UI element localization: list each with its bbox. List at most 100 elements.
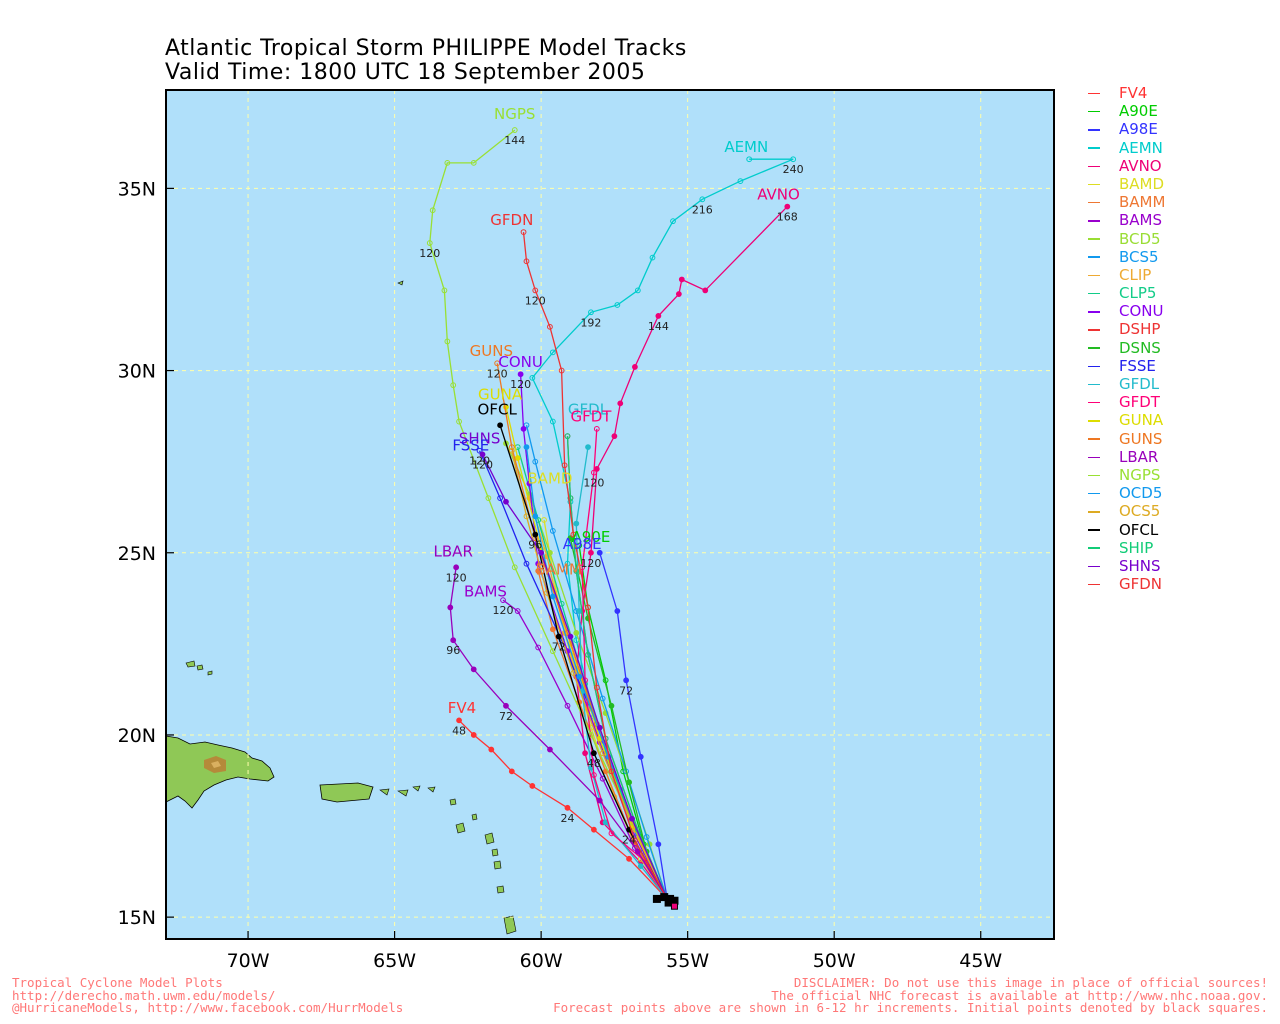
forecast-hour-label: 120	[487, 367, 508, 380]
forecast-point-dsns	[608, 702, 615, 709]
legend-label: AVNO	[1119, 156, 1162, 175]
forecast-point-aemn	[649, 254, 656, 261]
forecast-point-gfdn	[547, 323, 553, 330]
y-tick-label: 35N	[118, 178, 156, 200]
forecast-point-gfdl	[576, 608, 583, 614]
lesser-antilles-islands	[449, 798, 517, 935]
y-tick-label: 15N	[118, 907, 156, 929]
legend-swatch	[1088, 274, 1100, 277]
forecast-point-ngps	[456, 418, 462, 425]
track-end-label-a90e: A90E	[572, 528, 611, 546]
forecast-point-gfdn	[561, 462, 568, 469]
legend-item-gfdt: GFDT	[1088, 393, 1268, 411]
forecast-point-ngps	[426, 240, 433, 246]
forecast-point-ship	[567, 495, 574, 502]
forecast-point-a98e	[614, 608, 621, 614]
legend-label: SHIP	[1119, 538, 1154, 557]
forecast-point-ofcl	[555, 633, 562, 640]
legend-swatch	[1088, 92, 1100, 95]
legend-label: GFDL	[1119, 375, 1160, 393]
forecast-point-aemn	[549, 418, 556, 425]
forecast-point-bams	[564, 702, 571, 709]
track-ship	[566, 436, 668, 900]
forecast-point-bams	[535, 644, 542, 651]
forecast-point-lbar	[453, 564, 460, 571]
forecast-point-bcs5	[549, 527, 556, 534]
forecast-hour-label: 72	[552, 641, 566, 654]
initial-position-square	[670, 896, 679, 905]
legend-swatch	[1088, 420, 1100, 422]
legend-item-dshp: DSHP	[1088, 320, 1268, 338]
forecast-point-lbar	[503, 702, 509, 709]
legend-swatch	[1088, 474, 1100, 477]
forecast-point-avno	[632, 364, 638, 370]
forecast-point-ship	[564, 433, 571, 440]
legend-swatch	[1088, 456, 1100, 458]
track-end-label-fsse: FSSE	[452, 437, 489, 455]
forecast-point-ngps	[444, 338, 451, 345]
initial-position-square	[652, 894, 661, 903]
legend-item-gfdn: GFDN	[1088, 575, 1268, 593]
footer-left-line-1: Tropical Cyclone Model Plots	[12, 975, 223, 990]
track-end-label-gfdl: GFDL	[568, 400, 609, 418]
forecast-point-gfdn	[608, 768, 615, 775]
legend-label: GFDT	[1119, 393, 1160, 412]
legend-item-bamm: BAMM	[1088, 193, 1268, 211]
forecast-point-ngps	[511, 564, 518, 571]
legend-label: BAMM	[1119, 193, 1166, 212]
legend-label: GUNS	[1119, 429, 1163, 448]
legend-swatch	[1088, 529, 1100, 531]
forecast-point-shns	[629, 815, 635, 822]
legend-label: OFCL	[1119, 520, 1159, 539]
legend-item-guns: GUNS	[1088, 430, 1268, 448]
forecast-point-gfdn	[523, 258, 530, 265]
legend-swatch	[1088, 147, 1100, 149]
legend-swatch	[1088, 511, 1100, 513]
initial-position-square	[670, 902, 678, 910]
legend-swatch	[1088, 165, 1100, 167]
legend-item-avno: AVNO	[1088, 157, 1268, 175]
forecast-point-avno	[784, 203, 791, 210]
forecast-hour-label: 120	[419, 247, 440, 260]
track-end-label-shns: SHNS	[459, 429, 501, 447]
forecast-point-bamd	[541, 517, 547, 523]
forecast-point-gfdn	[570, 531, 577, 538]
forecast-point-lbar	[470, 666, 477, 673]
legend-item-conu: CONU	[1088, 302, 1268, 320]
forecast-point-avno	[702, 287, 709, 294]
x-tick-label: 70W	[227, 950, 270, 972]
track-end-label-fv4: FV4	[448, 699, 476, 717]
track-end-label-guna: GUNA	[478, 386, 523, 404]
track-end-label-gfdt: GFDT	[570, 408, 612, 426]
forecast-point-gfdt	[593, 425, 600, 432]
forecast-point-avno	[678, 276, 685, 283]
virgin-islands	[379, 785, 436, 797]
footer-left-line-3: @HurricaneModels, http://www.facebook.co…	[12, 1000, 404, 1015]
track-end-label-guns: GUNS	[470, 342, 513, 360]
legend-swatch	[1088, 347, 1100, 349]
forecast-point-fv4	[456, 717, 462, 724]
forecast-point-bcs5	[523, 422, 530, 429]
bahamas-islands	[185, 280, 404, 676]
forecast-point-bamm	[549, 626, 556, 633]
legend-label: LBAR	[1119, 447, 1159, 466]
forecast-point-guna	[514, 455, 521, 461]
forecast-hour-label: 168	[777, 211, 798, 224]
footer-right-line-3: Forecast points above are shown in 6-12 …	[553, 1000, 1268, 1015]
legend-swatch	[1088, 183, 1100, 186]
legend-item-bcd5: BCD5	[1088, 230, 1268, 248]
legend-item-lbar: LBAR	[1088, 448, 1268, 466]
x-tick-label: 50W	[813, 950, 856, 972]
legend-item-ocd5: OCD5	[1088, 484, 1268, 502]
forecast-point-a98e	[596, 549, 603, 556]
track-end-label-ofcl: OFCL	[478, 400, 518, 418]
forecast-point-bcs5	[643, 834, 650, 840]
legend-item-ngps: NGPS	[1088, 466, 1268, 484]
chart-title: Atlantic Tropical Storm PHILIPPE Model T…	[165, 36, 687, 61]
legend-item-fv4: FV4	[1088, 84, 1268, 102]
legend-item-shns: SHNS	[1088, 557, 1268, 575]
track-labels: 2448721922162401201441681201201201201207…	[419, 105, 803, 847]
forecast-point-guns	[508, 444, 515, 450]
track-ocs5	[511, 450, 668, 900]
